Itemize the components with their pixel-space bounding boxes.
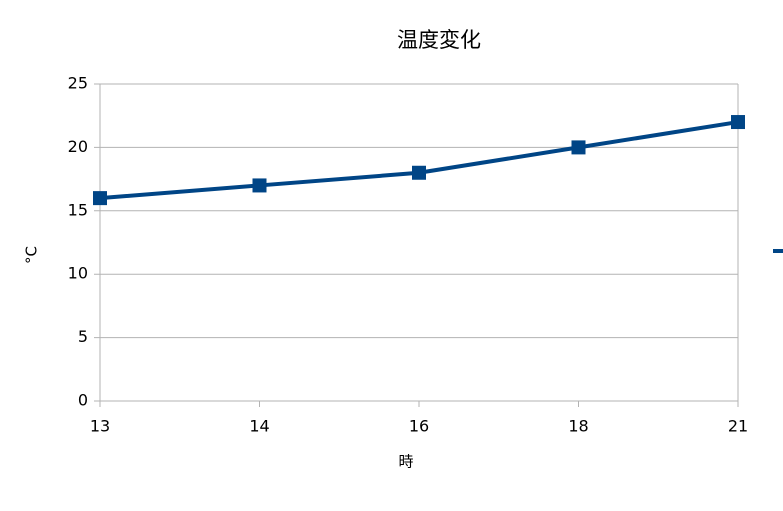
x-tick-label: 18 — [568, 417, 588, 436]
y-tick-label: 10 — [68, 264, 88, 283]
point-marker — [412, 165, 426, 180]
x-tick-label: 21 — [728, 417, 748, 436]
point-marker — [252, 178, 267, 193]
x-tick-label: 13 — [90, 417, 110, 436]
x-tick-label: 16 — [409, 417, 429, 436]
point-marker — [731, 115, 745, 130]
y-axis-label: °C — [23, 246, 41, 264]
series-line — [99, 120, 739, 201]
y-tick-label: 25 — [68, 74, 88, 93]
point-marker — [93, 191, 107, 206]
y-tick-label: 0 — [78, 391, 88, 410]
x-axis-label: 時 — [398, 453, 413, 471]
y-tick-label: 5 — [78, 327, 88, 346]
point-marker — [571, 140, 586, 155]
y-tick-label: 20 — [68, 137, 88, 156]
x-tick-label: 14 — [249, 417, 269, 436]
chart-title: 温度変化 — [397, 28, 481, 52]
y-tick-label: 15 — [68, 200, 88, 219]
